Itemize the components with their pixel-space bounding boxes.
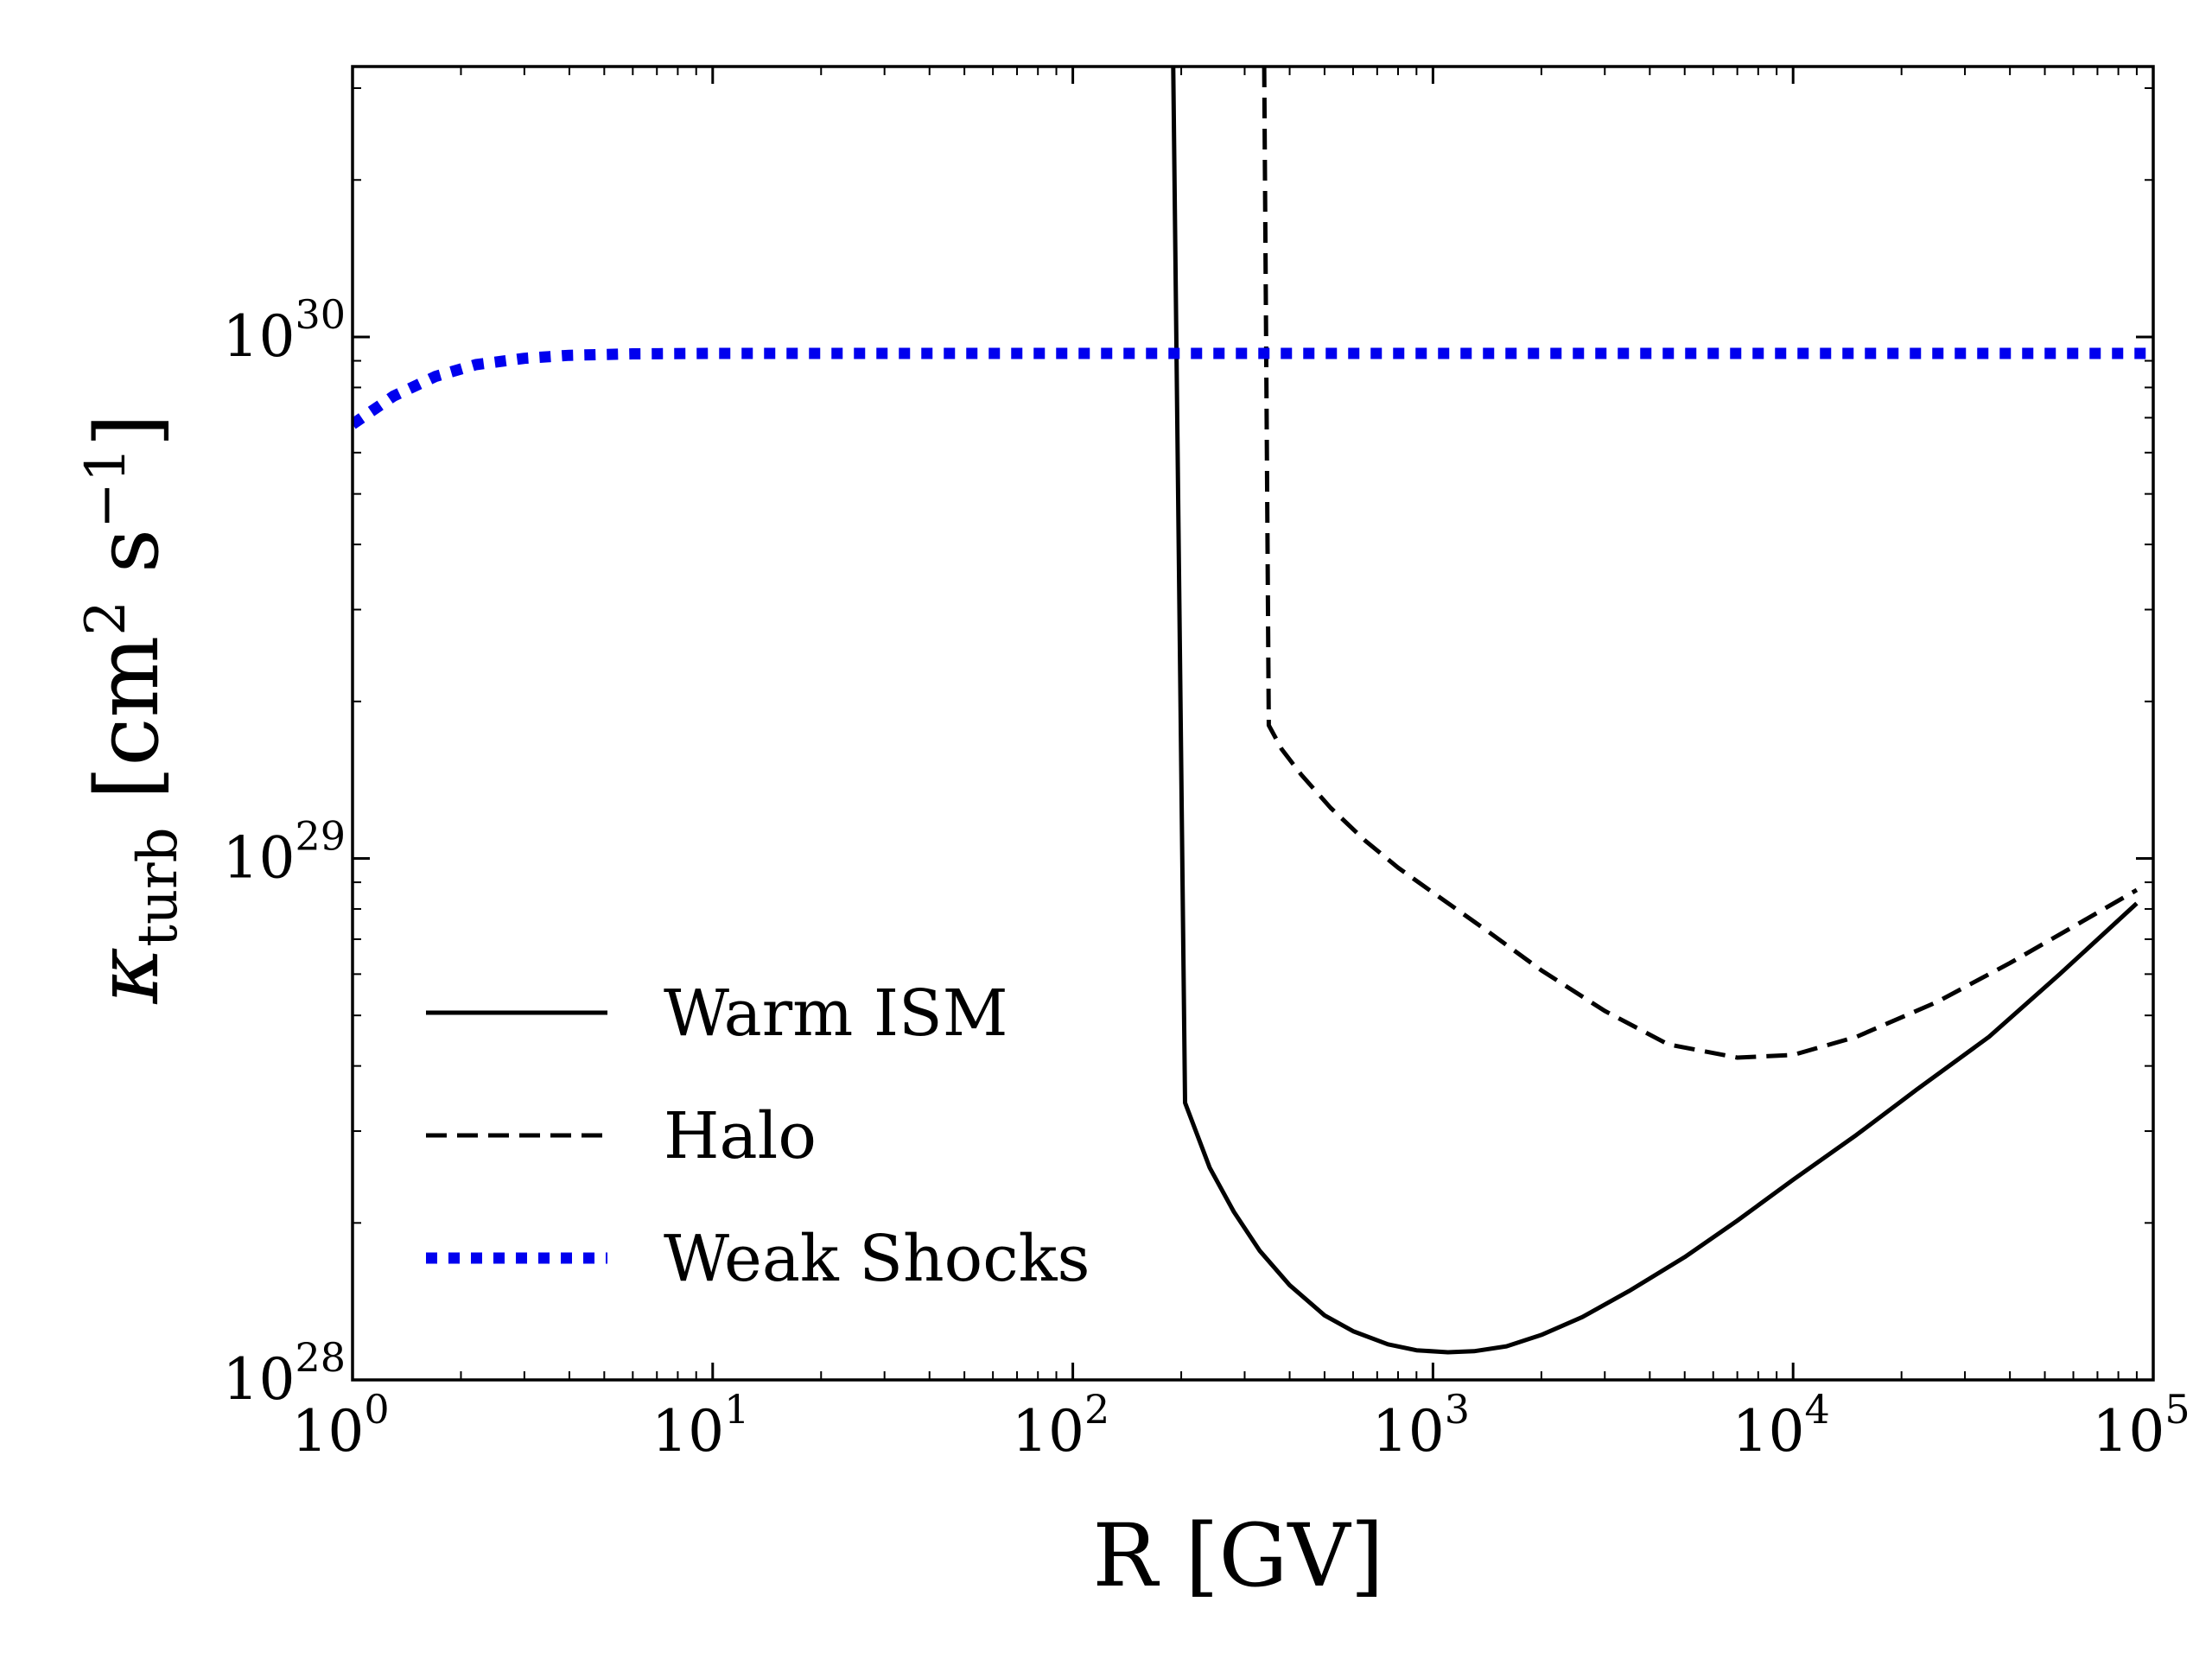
x-tick-label: 100 (291, 1386, 389, 1465)
legend-label-warm-ism: Warm ISM (664, 976, 1008, 1051)
y-tick-label: 1029 (222, 812, 346, 891)
series-layer (353, 67, 2153, 1355)
x-tick-label: 103 (1372, 1386, 1470, 1465)
legend-label-weak-shocks: Weak Shocks (664, 1222, 1090, 1296)
series-line-halo (1262, 67, 2139, 1060)
y-tick-labels: 1028 1029 1030 (222, 291, 346, 1413)
x-tick-label: 105 (2092, 1386, 2190, 1465)
legend: Warm ISM Halo Weak Shocks (426, 976, 1090, 1296)
series-line-warm-ism (1171, 67, 2139, 1355)
y-tick-label: 1030 (222, 291, 346, 370)
plot-frame (351, 65, 2155, 1382)
x-tick-labels: 100 101 102 103 104 105 (291, 1386, 2190, 1465)
series-line-weak-shocks (353, 347, 2153, 429)
legend-label-halo: Halo (664, 1099, 817, 1173)
y-tick-label: 1028 (222, 1334, 346, 1413)
x-axis-label: R [GV] (1092, 1505, 1383, 1606)
x-tick-label: 104 (1732, 1386, 1830, 1465)
y-axis-label: κturb [cm2 s−1] (74, 414, 190, 1005)
x-tick-label: 102 (1012, 1386, 1109, 1465)
x-tick-label: 101 (652, 1386, 749, 1465)
